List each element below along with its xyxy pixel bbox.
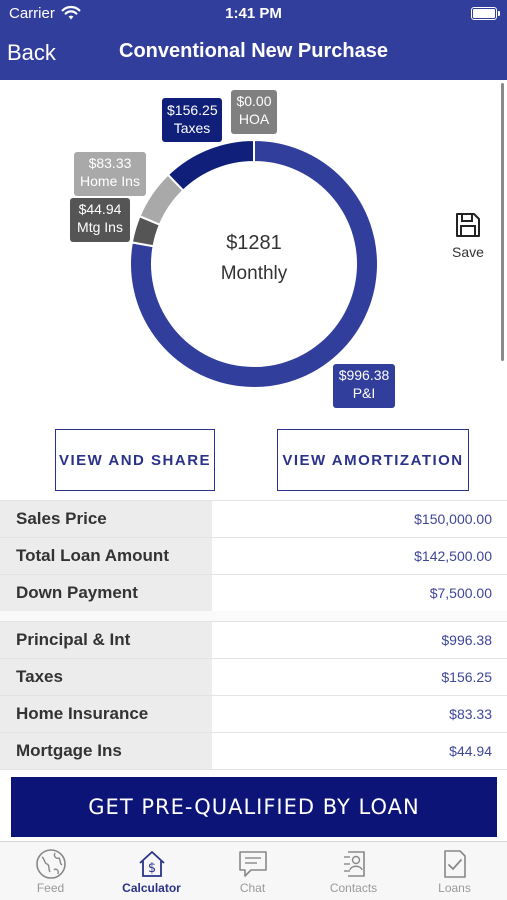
table-row: Principal & Int $996.38 [0,621,507,658]
row-label: Principal & Int [0,622,212,658]
row-label: Sales Price [0,501,212,537]
table-row: Mortgage Ins $44.94 [0,732,507,769]
tab-bar: Feed $ Calculator Chat Contacts [0,841,507,900]
home-ins-tag: $83.33 Home Ins [74,152,146,196]
row-label: Home Insurance [0,696,212,732]
monthly-total: $1281 [226,232,282,254]
row-value: $150,000.00 [414,511,492,527]
floppy-disk-icon [456,213,480,237]
mtg-ins-tag-name: Mtg Ins [77,219,123,235]
save-label: Save [452,244,484,260]
taxes-tag-amount: $156.25 [167,102,218,118]
row-label: Down Payment [0,575,212,611]
house-dollar-icon: $ [138,851,165,877]
home-ins-tag-amount: $83.33 [88,155,132,171]
donut-slice-p-i [129,138,379,389]
tab-label: Loans [438,881,471,895]
tab-contacts[interactable]: Contacts [303,842,404,900]
carrier-label: Carrier [9,5,55,22]
tab-label: Feed [36,881,65,895]
tab-loans[interactable]: Loans [404,842,505,900]
row-value: $44.94 [449,743,492,759]
scrollbar[interactable] [501,83,504,361]
svg-text:$: $ [147,861,155,876]
row-value: $83.33 [449,706,492,722]
row-value: $996.38 [441,632,492,648]
payment-chart: $1281 Monthly $156.25 Taxes $0.00 HOA $8… [0,80,507,420]
tab-feed[interactable]: Feed [0,842,101,900]
page-title: Conventional New Purchase [119,40,388,62]
tab-calculator[interactable]: $ Calculator [101,842,202,900]
home-ins-tag-name: Home Ins [80,173,140,189]
donut-chart [129,138,379,389]
section-divider [0,611,507,621]
table-row: Home Insurance $83.33 [0,695,507,732]
view-and-share-button[interactable]: VIEW AND SHARE [55,429,215,491]
get-pre-qualified-button[interactable]: GET PRE-QUALIFIED BY LOAN [11,777,497,837]
taxes-tag: $156.25 Taxes [162,98,222,142]
tab-label: Calculator [122,881,181,895]
row-value: $7,500.00 [429,585,492,601]
mtg-ins-tag: $44.94 Mtg Ins [70,198,130,242]
row-label: Total Loan Amount [0,538,212,574]
table-row: Down Payment $7,500.00 [0,574,507,611]
wifi-icon [61,5,81,25]
pi-tag-name: P&I [352,385,376,401]
taxes-tag-name: Taxes [173,120,211,136]
clock: 1:41 PM [225,5,282,22]
row-label: Mortgage Ins [0,733,212,769]
row-value: $156.25 [441,669,492,685]
table-row: Total Loan Amount $142,500.00 [0,537,507,574]
view-amortization-button[interactable]: VIEW AMORTIZATION [277,429,469,491]
mtg-ins-tag-amount: $44.94 [78,201,122,217]
tab-label: Chat [239,881,266,895]
table-row: Taxes $156.25 [0,658,507,695]
document-check-icon [443,850,466,878]
hoa-tag: $0.00 HOA [231,90,277,134]
pi-tag-amount: $996.38 [338,367,390,383]
back-button[interactable]: Back [7,40,56,65]
status-bar: Carrier 1:41 PM [0,4,507,26]
battery-icon [471,7,500,20]
hoa-tag-name: HOA [238,111,270,127]
tab-label: Contacts [329,881,378,895]
donut-slice-taxes [166,138,255,192]
pi-tag: $996.38 P&I [333,364,395,408]
loan-summary-table: Sales Price $150,000.00 Total Loan Amoun… [0,500,507,612]
monthly-label: Monthly [220,263,288,284]
chat-bubble-icon [238,851,267,877]
globe-icon [35,849,66,879]
contacts-icon [343,851,365,877]
header: Carrier 1:41 PM Conventional New Purchas… [0,0,507,80]
row-value: $142,500.00 [414,548,492,564]
tab-chat[interactable]: Chat [202,842,303,900]
hoa-tag-amount: $0.00 [236,93,272,109]
payment-breakdown-table: Principal & Int $996.38 Taxes $156.25 Ho… [0,621,507,770]
row-label: Taxes [0,659,212,695]
table-row: Sales Price $150,000.00 [0,500,507,537]
save-button[interactable]: Save [448,212,488,260]
